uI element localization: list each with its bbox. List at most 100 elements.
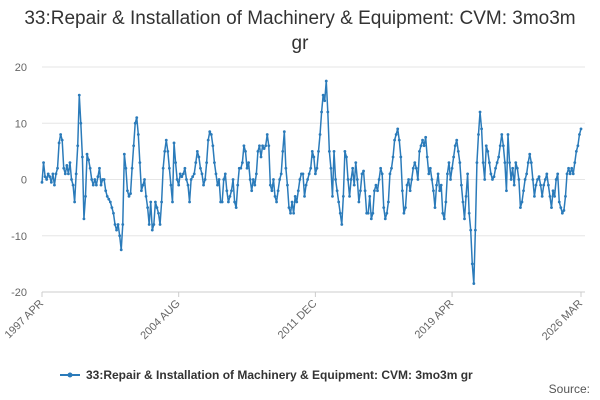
y-tick-label: -10 (11, 231, 27, 243)
data-point (153, 200, 157, 204)
data-point (349, 178, 353, 181)
data-point (244, 149, 247, 153)
data-point (276, 189, 280, 193)
data-point (278, 178, 282, 181)
data-point (225, 189, 229, 193)
data-point (42, 161, 45, 165)
data-point (250, 189, 254, 193)
data-point (404, 206, 407, 210)
legend-label: 33:Repair & Installation of Machinery & … (86, 368, 473, 382)
data-point (256, 149, 260, 153)
data-point (203, 178, 207, 181)
data-point (505, 189, 508, 193)
data-point (410, 178, 414, 181)
data-point (169, 183, 173, 187)
data-point (175, 178, 179, 181)
data-point (74, 172, 78, 176)
data-point (272, 178, 275, 181)
data-point (553, 194, 556, 198)
data-point (53, 183, 56, 187)
data-point (40, 180, 44, 184)
y-tick-label: 0 (21, 175, 27, 187)
data-point (183, 166, 187, 170)
data-point (540, 194, 544, 198)
data-point (337, 200, 341, 204)
data-point (571, 172, 575, 176)
data-point (491, 178, 494, 181)
data-point (240, 161, 244, 165)
data-point (425, 155, 429, 159)
data-point (537, 175, 541, 179)
data-point (529, 161, 533, 165)
data-point (273, 194, 277, 198)
data-point (332, 149, 336, 153)
data-point (199, 166, 202, 170)
data-point (233, 200, 237, 204)
data-point (135, 116, 139, 120)
data-point (197, 155, 201, 159)
data-point (498, 144, 502, 148)
data-point (217, 178, 221, 181)
data-point (548, 194, 552, 198)
data-point (495, 161, 499, 165)
data-point (363, 189, 367, 193)
data-point (326, 110, 330, 114)
data-point (242, 144, 246, 148)
data-point (172, 141, 176, 145)
data-point (428, 166, 432, 170)
data-point (82, 217, 86, 221)
x-tick-label: 2019 APR (413, 298, 457, 342)
data-point (43, 175, 47, 179)
data-point (352, 183, 356, 187)
data-point (379, 166, 383, 170)
data-point (419, 144, 423, 148)
data-point (298, 178, 302, 181)
data-point (461, 200, 465, 204)
data-point (185, 178, 188, 181)
data-point (391, 155, 395, 159)
data-point (149, 200, 153, 204)
data-point (136, 133, 140, 136)
data-point (396, 127, 400, 131)
data-point (79, 121, 83, 125)
data-point (320, 110, 323, 114)
data-point (447, 161, 451, 165)
data-point (270, 189, 274, 193)
data-point (508, 161, 511, 165)
data-point (258, 144, 261, 148)
data-point (492, 175, 496, 179)
data-point (138, 161, 142, 165)
data-point (470, 262, 474, 266)
data-point (90, 178, 94, 181)
data-point (489, 172, 493, 176)
data-point (295, 200, 299, 204)
data-point (275, 200, 278, 204)
data-point (130, 166, 134, 170)
data-point (290, 200, 294, 204)
data-point (452, 155, 456, 159)
data-point (432, 189, 435, 193)
data-point (463, 217, 466, 221)
data-point (195, 149, 199, 153)
x-tick-label: 2026 MAR (540, 298, 585, 343)
data-point (209, 133, 213, 136)
data-point (421, 138, 424, 142)
data-point (259, 155, 263, 159)
chart-title: 33:Repair & Installation of Machinery & … (24, 8, 576, 54)
data-point (534, 183, 538, 187)
data-point (94, 183, 98, 187)
data-point (284, 166, 288, 170)
data-point (174, 161, 177, 165)
data-point (422, 144, 426, 148)
data-point (523, 178, 527, 181)
data-point (525, 172, 529, 176)
data-point (360, 172, 364, 176)
data-point (441, 211, 445, 215)
data-point (478, 110, 482, 114)
data-point (399, 155, 403, 159)
data-point (180, 175, 184, 179)
data-point (251, 178, 255, 181)
data-point (150, 228, 154, 232)
